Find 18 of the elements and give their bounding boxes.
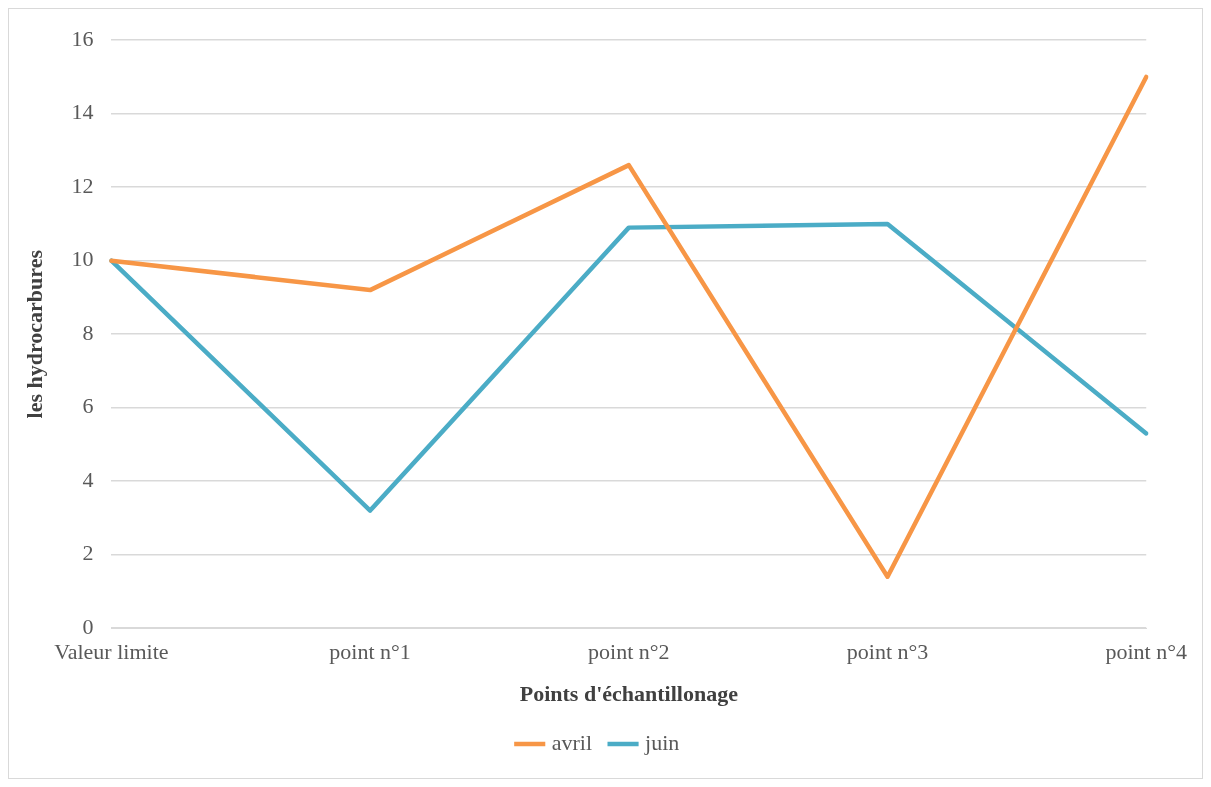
x-axis-title: Points d'échantillonage [519,681,739,707]
y-tick-label: 10 [71,246,94,272]
x-tick-label: point n°3 [846,639,929,665]
x-tick-label: Valeur limite [54,639,169,665]
y-tick-label: 4 [82,466,94,492]
legend-label: juin [644,729,680,755]
y-tick-label: 6 [82,393,94,419]
y-axis-title: les hydrocarbures [21,249,47,419]
x-tick-label: point n°2 [588,639,670,665]
y-tick-label: 12 [71,172,94,198]
y-tick-label: 0 [82,613,94,639]
y-tick-label: 8 [82,319,94,345]
x-tick-label: point n°1 [329,639,411,665]
legend-label: avril [551,729,593,755]
y-tick-label: 14 [71,99,94,125]
x-tick-label: point n°4 [1105,639,1187,665]
y-tick-label: 16 [71,25,94,51]
y-tick-label: 2 [82,540,94,566]
